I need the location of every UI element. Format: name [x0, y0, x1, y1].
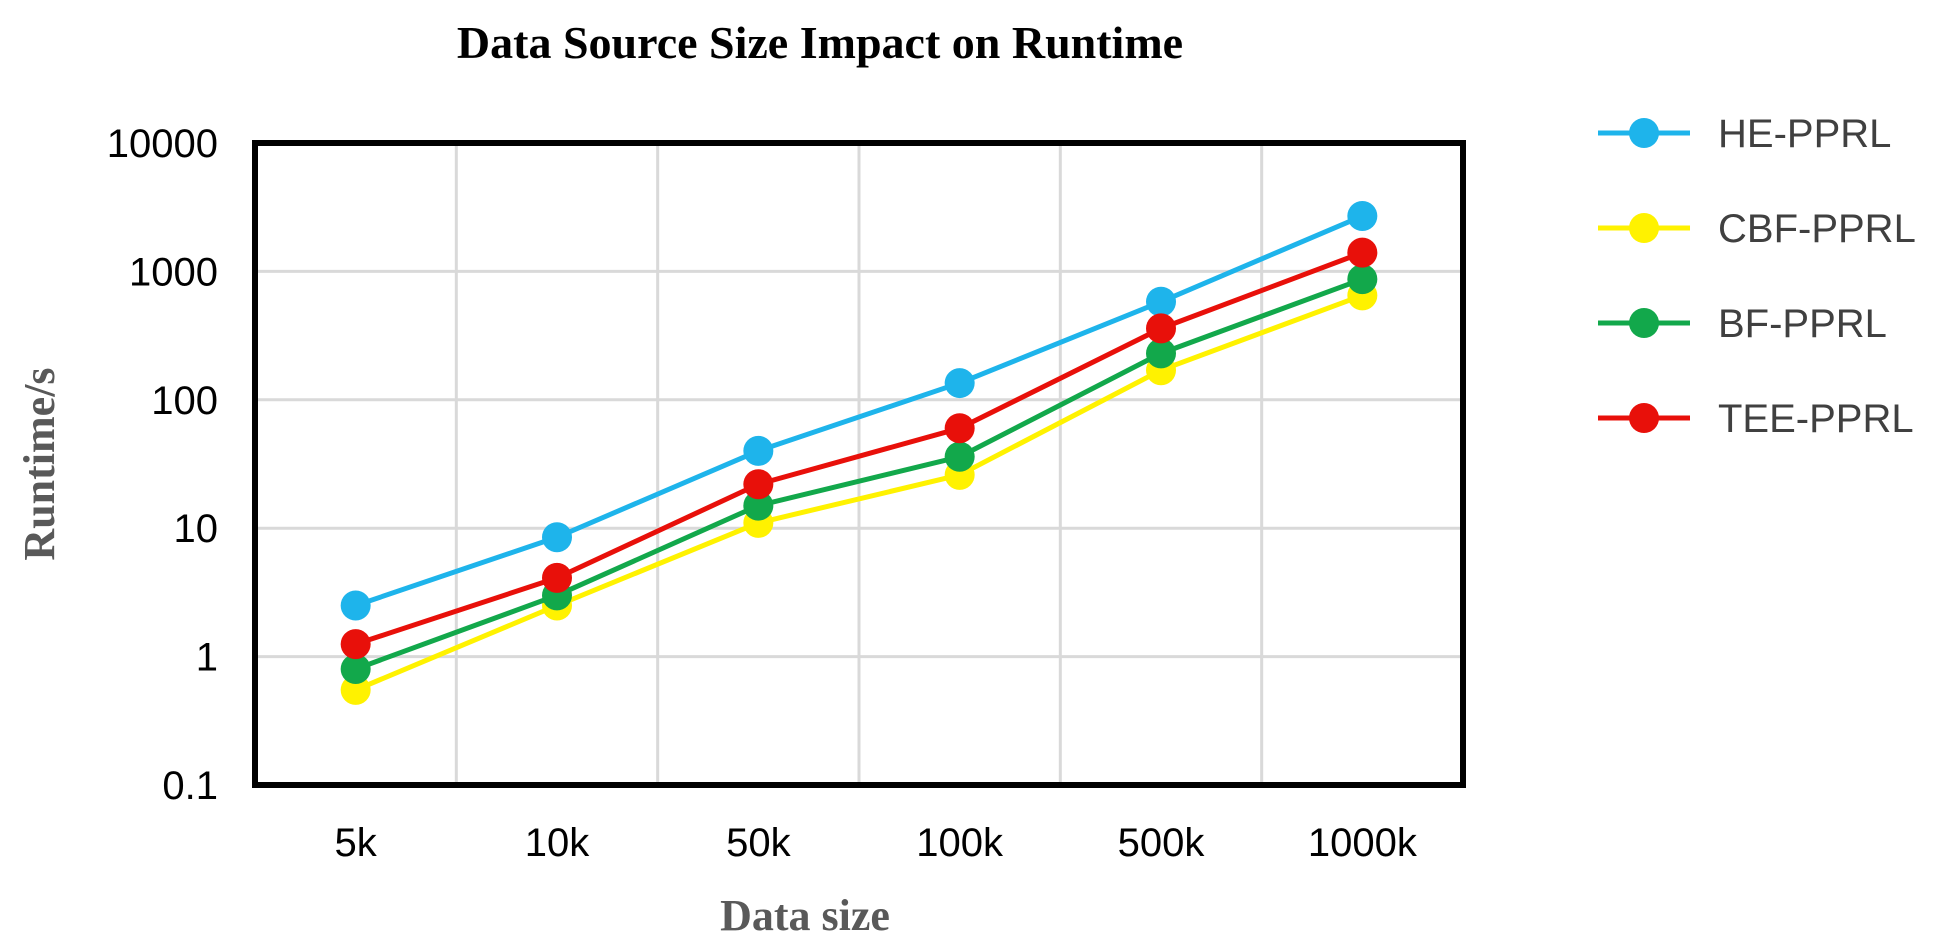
y-tick-label: 1 [196, 636, 218, 680]
series-line-tee-pprl [354, 250, 1364, 647]
data-point-tee-pprl [542, 562, 572, 593]
chart-title: Data Source Size Impact on Runtime [457, 17, 1183, 68]
x-axis-ticks: 5k 10k 50k 100k 500k 1000k [335, 821, 1418, 865]
plot-area-border [252, 140, 1466, 788]
legend-item-bf-pprl: BF-PPRL [1598, 302, 1887, 346]
x-tick-label: 500k [1118, 821, 1206, 865]
data-point-he-pprl [340, 590, 371, 621]
y-tick-label: 0.1 [162, 764, 218, 808]
y-axis-label: Runtime/s [15, 367, 64, 560]
y-tick-label: 10 [174, 507, 219, 551]
legend-item-tee-pprl: TEE-PPRL [1598, 397, 1914, 441]
data-point-bf-pprl [1146, 338, 1176, 369]
data-point-tee-pprl [340, 629, 371, 660]
data-point-tee-pprl [743, 469, 774, 500]
x-axis-label: Data size [720, 891, 890, 940]
gridlines [255, 141, 1463, 787]
legend-item-he-pprl: HE-PPRL [1598, 112, 1891, 156]
legend-label-tee-pprl: TEE-PPRL [1718, 397, 1914, 441]
x-tick-label: 50k [726, 821, 791, 865]
legend-label-bf-pprl: BF-PPRL [1718, 302, 1887, 346]
data-point-bf-pprl [743, 490, 774, 521]
data-point-tee-pprl [944, 413, 975, 444]
data-point-cbf-pprl [340, 674, 371, 705]
data-point-bf-pprl [340, 654, 371, 685]
legend-marker-cbf-pprl [1629, 213, 1659, 243]
x-tick-label: 5k [335, 821, 378, 865]
data-point-he-pprl [743, 435, 774, 466]
data-point-he-pprl [944, 368, 975, 399]
data-point-tee-pprl [1347, 237, 1378, 268]
series-he-pprl [340, 201, 1378, 621]
series-line-cbf-pprl [354, 293, 1364, 693]
legend: HE-PPRL CBF-PPRL BF-PPRL TEE-PPRL [1598, 112, 1916, 441]
y-axis-ticks: 0.1 1 10 100 1000 10000 [107, 122, 218, 808]
series-line-he-pprl [354, 213, 1364, 608]
series-layer [340, 201, 1378, 705]
data-point-tee-pprl [1146, 313, 1176, 344]
data-point-he-pprl [1347, 201, 1378, 232]
legend-label-he-pprl: HE-PPRL [1718, 112, 1891, 156]
data-point-he-pprl [1146, 286, 1176, 317]
series-tee-pprl [340, 237, 1378, 660]
x-tick-label: 10k [525, 821, 590, 865]
x-tick-label: 1000k [1308, 821, 1418, 865]
legend-label-cbf-pprl: CBF-PPRL [1718, 207, 1916, 251]
legend-marker-tee-pprl [1629, 403, 1659, 433]
legend-marker-bf-pprl [1629, 308, 1659, 338]
y-tick-label: 100 [151, 379, 218, 423]
legend-marker-he-pprl [1629, 118, 1659, 148]
data-point-bf-pprl [944, 441, 975, 472]
x-tick-label: 100k [916, 821, 1004, 865]
y-tick-label: 1000 [129, 250, 218, 294]
data-point-he-pprl [542, 522, 572, 553]
y-tick-label: 10000 [107, 122, 218, 166]
series-line-bf-pprl [354, 276, 1364, 672]
data-point-bf-pprl [1347, 264, 1378, 295]
legend-item-cbf-pprl: CBF-PPRL [1598, 207, 1916, 251]
